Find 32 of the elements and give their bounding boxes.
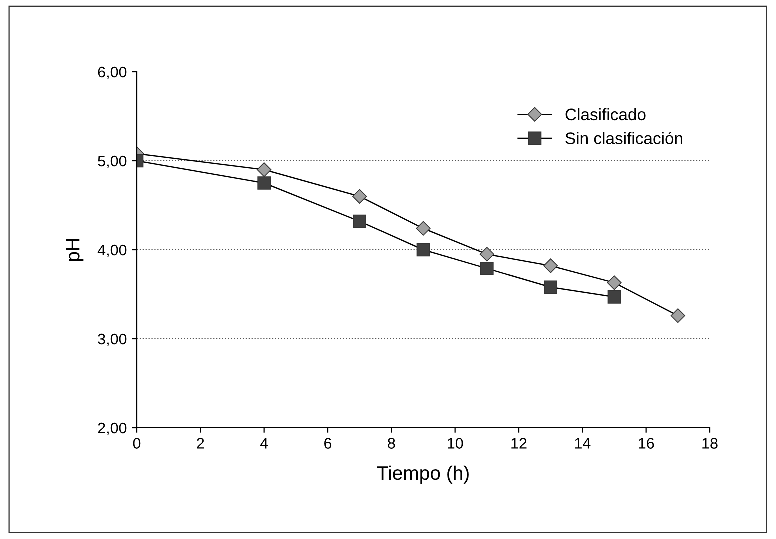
point bbox=[670, 308, 686, 324]
point bbox=[416, 243, 430, 257]
x-tick-label: 18 bbox=[702, 438, 718, 449]
x-tick-label: 8 bbox=[388, 438, 396, 449]
point bbox=[608, 290, 622, 304]
point bbox=[544, 258, 558, 274]
point bbox=[544, 280, 558, 294]
x-axis-title: Tiempo (h) bbox=[377, 466, 469, 484]
x-tick-label: 10 bbox=[448, 438, 464, 449]
x-tick-label: 12 bbox=[512, 438, 527, 449]
x-tick-label: 14 bbox=[575, 438, 591, 449]
point bbox=[480, 247, 494, 262]
y-axis-title: pH bbox=[66, 239, 84, 262]
y-tick-label: 4,00 bbox=[98, 244, 127, 258]
y-tick-label: 6,00 bbox=[98, 66, 127, 80]
legend-label: Clasificado bbox=[566, 108, 646, 121]
point bbox=[416, 221, 431, 236]
y-tick-label: 5,00 bbox=[98, 156, 127, 168]
legend-label: Sin clasificación bbox=[566, 132, 682, 144]
point bbox=[352, 189, 368, 204]
point bbox=[353, 214, 367, 228]
point bbox=[258, 176, 272, 190]
x-tick-label: 2 bbox=[197, 438, 204, 449]
point bbox=[480, 262, 494, 276]
x-tick-label: 6 bbox=[324, 438, 332, 449]
y-tick-label: 2,00 bbox=[98, 422, 127, 436]
x-tick-label: 16 bbox=[639, 438, 654, 449]
point bbox=[257, 162, 272, 178]
x-tick-label: 4 bbox=[260, 438, 268, 449]
y-tick-label: 3,00 bbox=[98, 334, 127, 346]
point bbox=[607, 276, 622, 290]
x-tick-label: 0 bbox=[133, 438, 141, 449]
